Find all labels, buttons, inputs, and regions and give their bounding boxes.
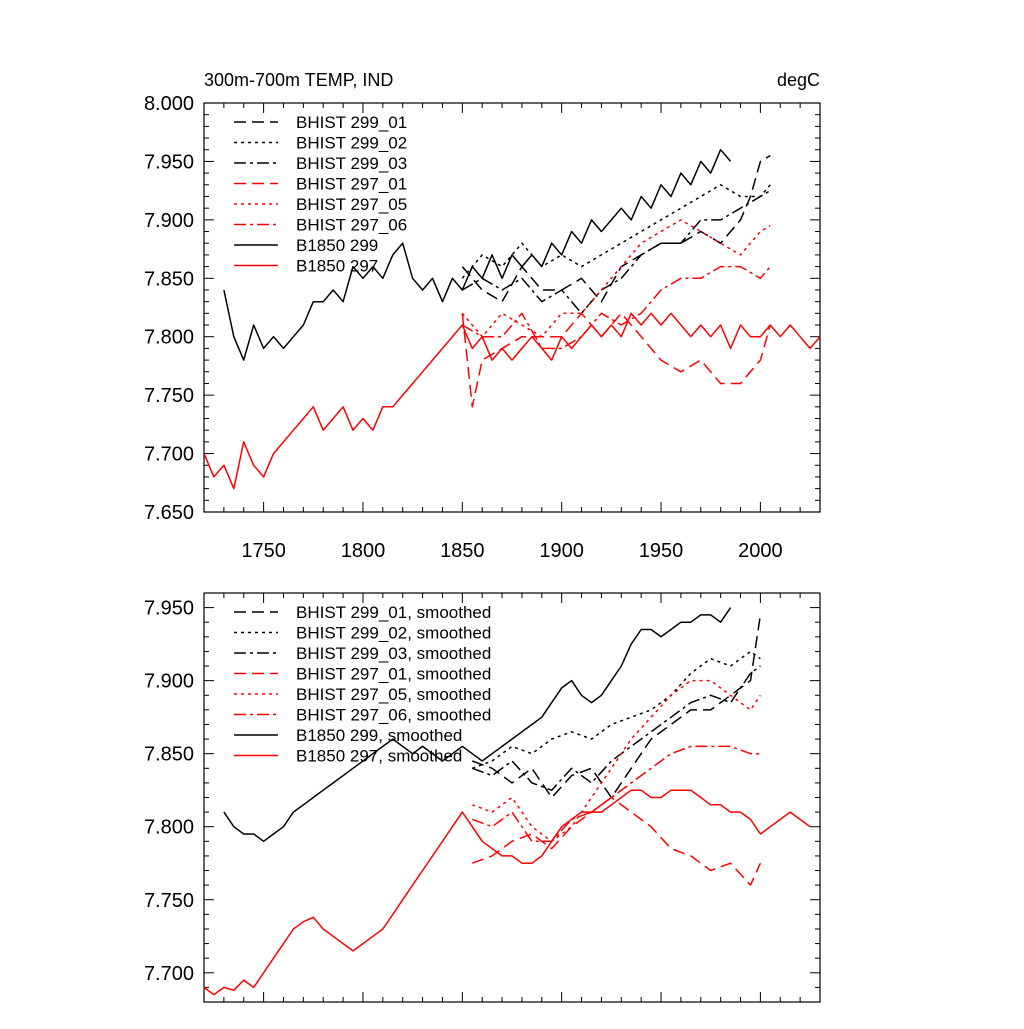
- y-tick-label: 7.750: [144, 385, 194, 407]
- y-tick-label: 8.000: [144, 93, 194, 115]
- series-line-bhist-299-03-smoothed: [472, 665, 761, 791]
- legend-label: BHIST 299_02, smoothed: [296, 624, 491, 643]
- legend-label: B1850 297, smoothed: [296, 747, 462, 766]
- legend-label: BHIST 297_01: [296, 175, 407, 194]
- legend-label: B1850 299: [296, 236, 378, 255]
- legend-label: BHIST 297_05, smoothed: [296, 685, 491, 704]
- legend-label: BHIST 299_01: [296, 113, 407, 132]
- legend-label: BHIST 297_05: [296, 195, 407, 214]
- chart-title: 300m-700m TEMP, IND: [204, 70, 393, 90]
- series-line-bhist-299-03: [461, 189, 771, 315]
- series-line-bhist-297-01: [461, 312, 772, 408]
- chart-units: degC: [777, 70, 820, 90]
- series-line-b1850-297-smoothed: [204, 789, 811, 996]
- y-tick-label: 7.950: [144, 151, 194, 173]
- series-line-bhist-299-02-smoothed: [472, 650, 761, 770]
- series-line-bhist-299-01: [461, 154, 771, 303]
- legend-label: BHIST 297_06: [296, 216, 407, 235]
- legend-label: BHIST 297_06, smoothed: [296, 706, 491, 725]
- panel-top: 7.650 7.700 7.750 7.800 7.850 7.900 7.950 8.000…: [144, 70, 821, 562]
- y-tick-label: 7.850: [144, 744, 194, 766]
- series-group: [204, 607, 811, 996]
- series-line-b1850-299: [223, 148, 732, 361]
- legend-label: BHIST 299_03, smoothed: [296, 644, 491, 663]
- panel-bottom: 7.700 7.750 7.800 7.850 7.900 7.950 BHIST 299_…: [144, 592, 821, 1003]
- x-tick-label: 1900: [539, 540, 584, 562]
- y-tick-label: 7.950: [144, 598, 194, 620]
- legend-label: B1850 299, smoothed: [296, 726, 462, 745]
- y-tick-label: 7.800: [144, 817, 194, 839]
- x-tick-label: 1850: [440, 540, 485, 562]
- x-tick-label: 2000: [738, 540, 783, 562]
- legend-label: BHIST 299_03: [296, 154, 407, 173]
- x-tick-label: 1750: [241, 540, 286, 562]
- series-line-bhist-299-02: [461, 184, 771, 279]
- plot-frame: [203, 102, 821, 513]
- series-line-b1850-299-smoothed: [223, 607, 732, 843]
- y-tick-label: 7.900: [144, 671, 194, 693]
- legend-label: BHIST 299_01, smoothed: [296, 603, 491, 622]
- series-line-bhist-297-06: [461, 265, 771, 350]
- y-tick-label: 7.900: [144, 210, 194, 232]
- series-line-b1850-297: [204, 312, 820, 490]
- y-tick-label: 7.700: [144, 444, 194, 466]
- series-line-bhist-297-06-smoothed: [472, 745, 761, 843]
- series-line-bhist-299-01-smoothed: [472, 614, 762, 799]
- legend-label: BHIST 297_01, smoothed: [296, 665, 491, 684]
- y-tick-label: 7.650: [144, 502, 194, 524]
- y-tick-label: 7.850: [144, 268, 194, 290]
- legend-label: BHIST 299_02: [296, 134, 407, 153]
- series-line-bhist-297-01-smoothed: [472, 796, 762, 886]
- legend-label: B1850 297: [296, 257, 378, 276]
- x-tick-label: 1800: [341, 540, 386, 562]
- series-group: [204, 148, 820, 490]
- x-tick-label: 1950: [639, 540, 684, 562]
- y-tick-label: 7.700: [144, 963, 194, 985]
- series-line-bhist-297-05: [461, 219, 771, 338]
- series-line-bhist-297-05-smoothed: [472, 679, 762, 843]
- y-tick-label: 7.750: [144, 890, 194, 912]
- y-tick-label: 7.800: [144, 327, 194, 349]
